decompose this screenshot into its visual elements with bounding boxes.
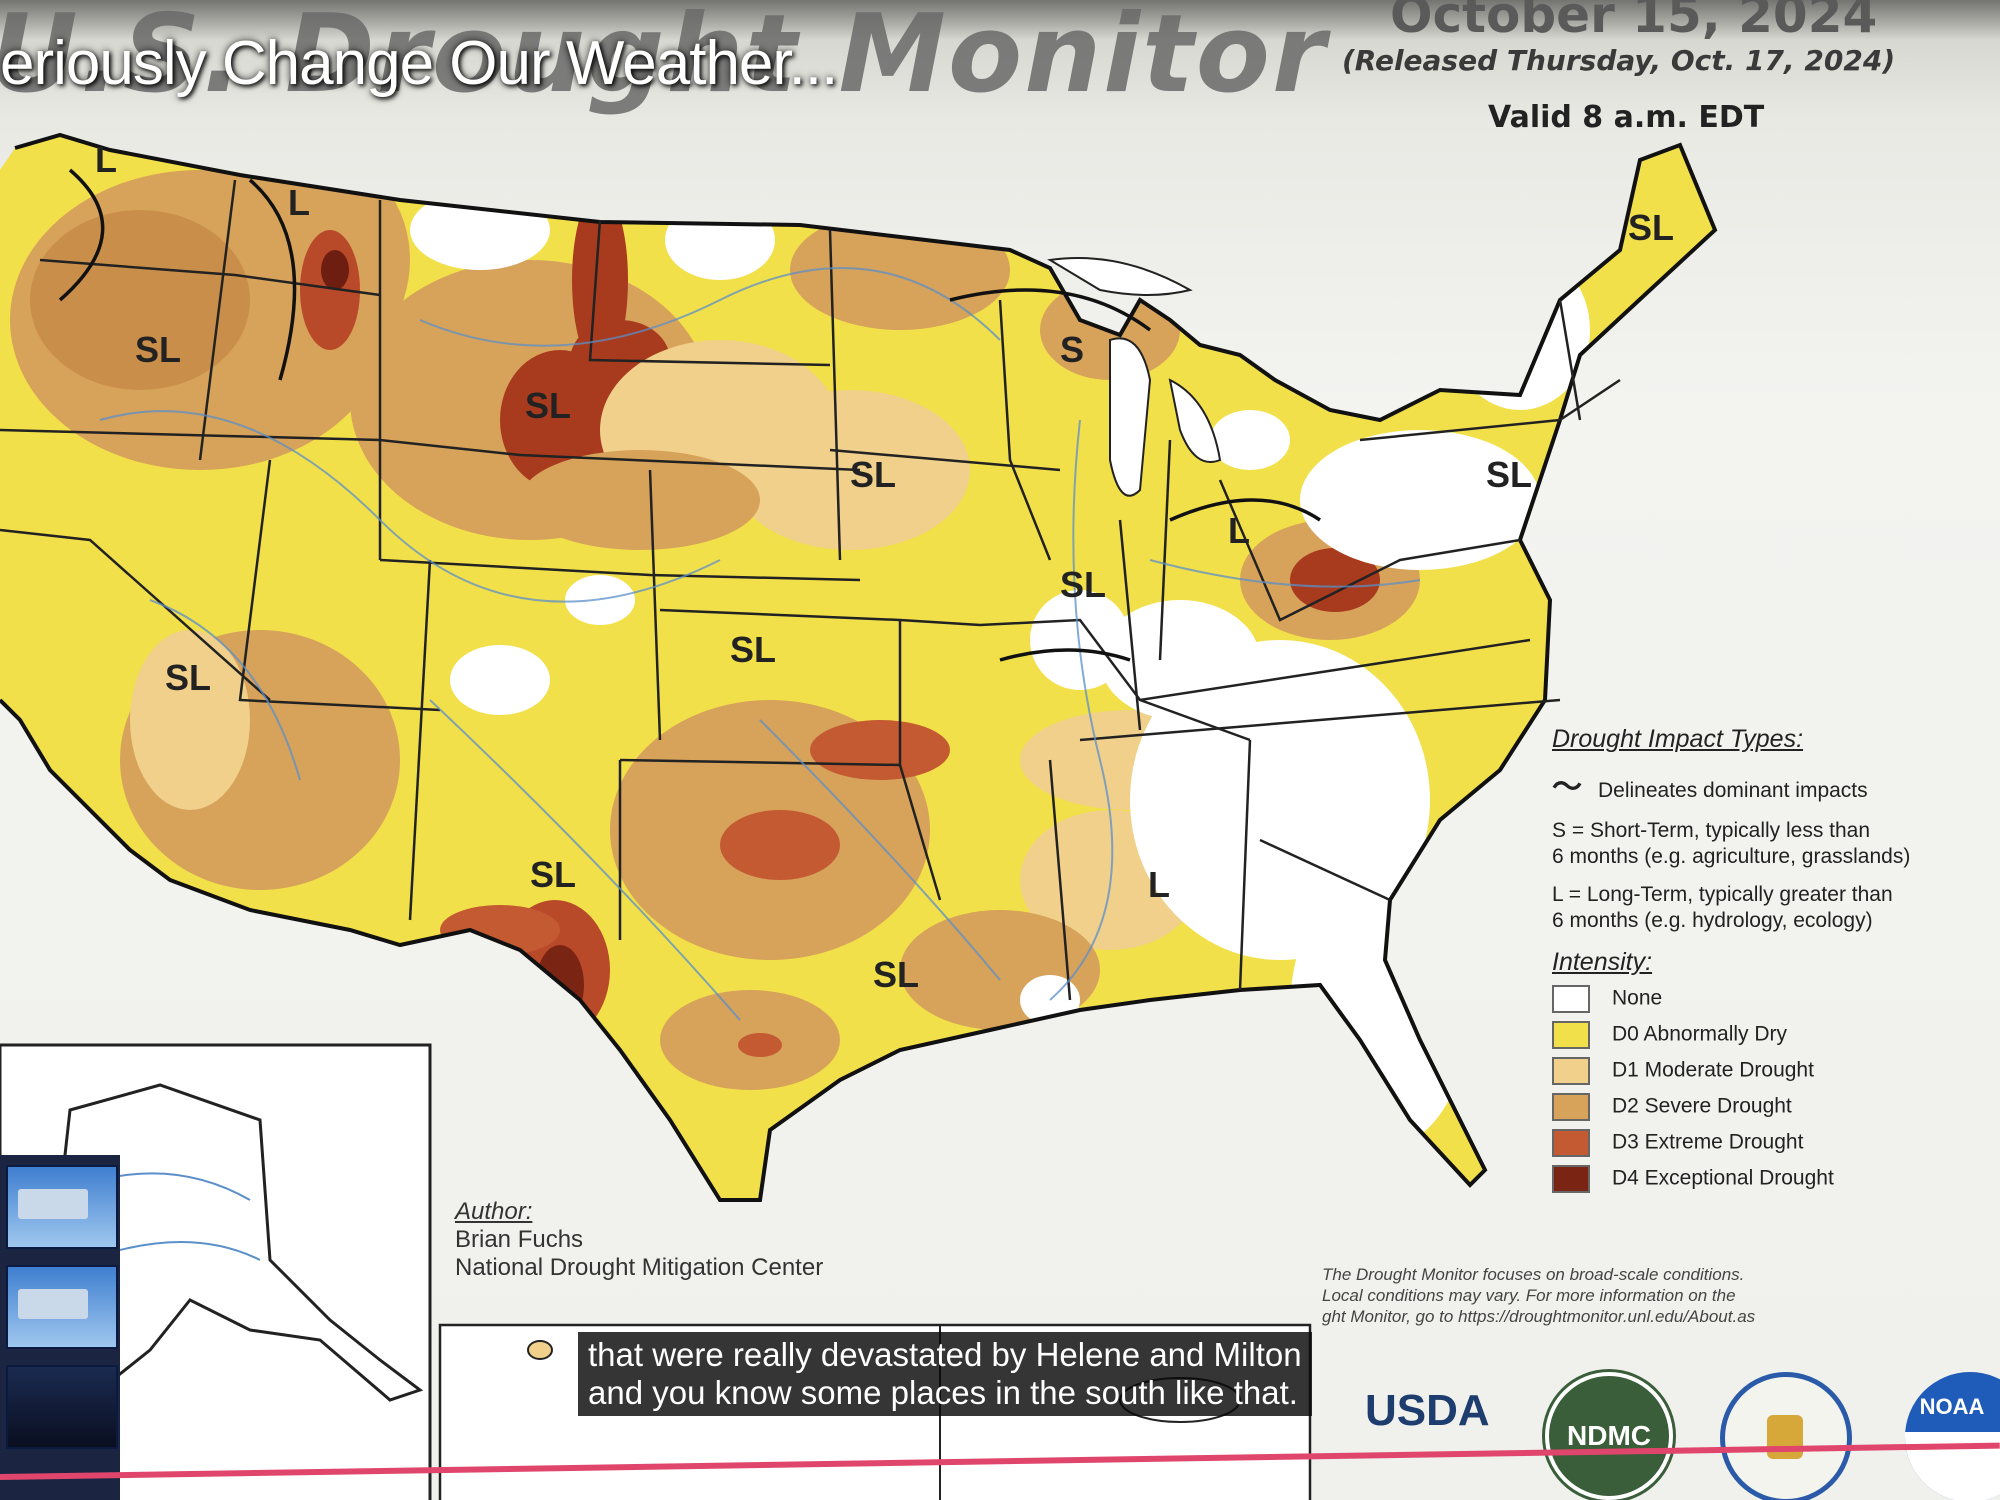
swatch-none (1552, 985, 1590, 1013)
thumbnail-3[interactable] (6, 1365, 118, 1449)
thumbnail-1[interactable] (6, 1165, 118, 1249)
state-borders (0, 179, 1621, 1001)
author-name: Brian Fuchs (455, 1226, 584, 1253)
legend-label-d4: D4 Exceptional Drought (1612, 1166, 1834, 1190)
author-block: Author: Brian Fuchs National Drought Mit… (455, 1198, 823, 1282)
region-label-sl-nv: SL (165, 657, 211, 698)
top-shadow (0, 0, 2000, 40)
swatch-d2 (1552, 1093, 1590, 1121)
intensity-header: Intensity: (1552, 948, 1653, 976)
swatch-d3 (1552, 1129, 1590, 1157)
eagle-icon (1767, 1415, 1803, 1459)
short-term-row: S = Short-Term, typically less than 6 mo… (1552, 818, 2000, 870)
swatch-d0 (1552, 1021, 1590, 1049)
side-thumbnails (0, 1155, 120, 1500)
thumbnail-2[interactable] (6, 1265, 118, 1349)
map-released: (Released Thursday, Oct. 17, 2024) (1342, 44, 1896, 77)
delineates-row: 〜 Delineates dominant impacts (1552, 762, 2000, 806)
region-label-sl-tx: SL (873, 954, 919, 995)
long-term-row: L = Long-Term, typically greater than 6 … (1552, 882, 2000, 934)
region-label-l-wa: L (95, 139, 117, 180)
region-label-sl-me: SL (1628, 207, 1674, 248)
region-label-l-id: L (288, 182, 310, 223)
region-label-sl-wy: SL (525, 385, 571, 426)
map-legend: Drought Impact Types: 〜 Delineates domina… (1552, 725, 2000, 1193)
usda-logo-text: USDA (1365, 1386, 1490, 1435)
conus-outline (0, 132, 1718, 1202)
legend-label-d1: D1 Moderate Drought (1612, 1058, 1814, 1082)
short-term-line1: S = Short-Term, typically less than (1552, 819, 1871, 842)
impact-boundary-lines (58, 168, 1321, 662)
region-label-s-wi: S (1060, 329, 1084, 370)
noaa-logo-text: NOAA (1919, 1394, 1985, 1419)
region-label-sl-ne: SL (1486, 454, 1532, 495)
long-term-line2: 6 months (e.g. hydrology, ecology) (1552, 909, 1873, 932)
commerce-seal-icon (1720, 1372, 1852, 1500)
region-label-l-oh: L (1228, 510, 1250, 551)
hawaii-island (527, 1340, 553, 1360)
impact-types-header: Drought Impact Types: (1552, 725, 1804, 753)
region-label-sl-nm: SL (530, 854, 576, 895)
region-label-sl-pacnw: SL (135, 329, 181, 370)
long-term-line1: L = Long-Term, typically greater than (1552, 883, 1893, 906)
disclaimer: The Drought Monitor focuses on broad-sca… (1322, 1264, 2000, 1327)
short-term-line2: 6 months (e.g. agriculture, grasslands) (1552, 845, 1911, 868)
squiggle-line-icon: 〜 (1552, 771, 1582, 804)
disclaimer-line2: Local conditions may vary. For more info… (1322, 1286, 1736, 1305)
swatch-d1 (1552, 1057, 1590, 1085)
legend-item-d4: D4 Exceptional Drought (1552, 1165, 2000, 1193)
region-label-sl-ia: SL (850, 454, 896, 495)
swatch-d4 (1552, 1165, 1590, 1193)
rivers (99, 267, 1421, 1021)
legend-label-d2: D2 Severe Drought (1612, 1094, 1792, 1118)
legend-item-none: None (1552, 985, 2000, 1013)
legend-item-d1: D1 Moderate Drought (1552, 1057, 2000, 1085)
video-title: eriously Change Our Weather... (0, 29, 838, 98)
region-label-sl-il: SL (1060, 564, 1106, 605)
legend-item-d2: D2 Severe Drought (1552, 1093, 2000, 1121)
ndmc-logo: NDMC (1545, 1372, 1673, 1500)
legend-label-none: None (1612, 986, 1663, 1010)
region-label-sl-ks: SL (730, 629, 776, 670)
map-date: October 15, 2024 (1390, 0, 1878, 44)
usda-logo: USDA (1365, 1380, 1490, 1450)
caption-line2: and you know some places in the south li… (588, 1374, 1298, 1411)
legend-label-d3: D3 Extreme Drought (1612, 1130, 1804, 1154)
great-lakes (1047, 257, 1222, 497)
author-org: National Drought Mitigation Center (455, 1254, 824, 1281)
ndmc-logo-text: NDMC (1567, 1420, 1651, 1451)
caption-line1: that were really devastated by Helene an… (588, 1336, 1302, 1373)
legend-item-d3: D3 Extreme Drought (1552, 1129, 2000, 1157)
map-valid: Valid 8 a.m. EDT (1488, 100, 1765, 135)
region-labels: SL L L SL S SL SL SL SL L SL SL SL L SL (95, 139, 1674, 995)
map-title: U.S. Drought Monitor (0, 0, 1328, 117)
delineates-label: Delineates dominant impacts (1598, 779, 1868, 802)
disclaimer-line3: ght Monitor, go to https://droughtmonito… (1322, 1307, 1756, 1326)
region-label-l-al: L (1148, 864, 1170, 905)
legend-item-d0: D0 Abnormally Dry (1552, 1021, 2000, 1049)
subtitle-caption: that were really devastated by Helene an… (578, 1332, 1312, 1416)
author-header: Author: (455, 1198, 533, 1225)
disclaimer-line1: The Drought Monitor focuses on broad-sca… (1322, 1265, 1745, 1284)
legend-label-d0: D0 Abnormally Dry (1612, 1022, 1788, 1046)
